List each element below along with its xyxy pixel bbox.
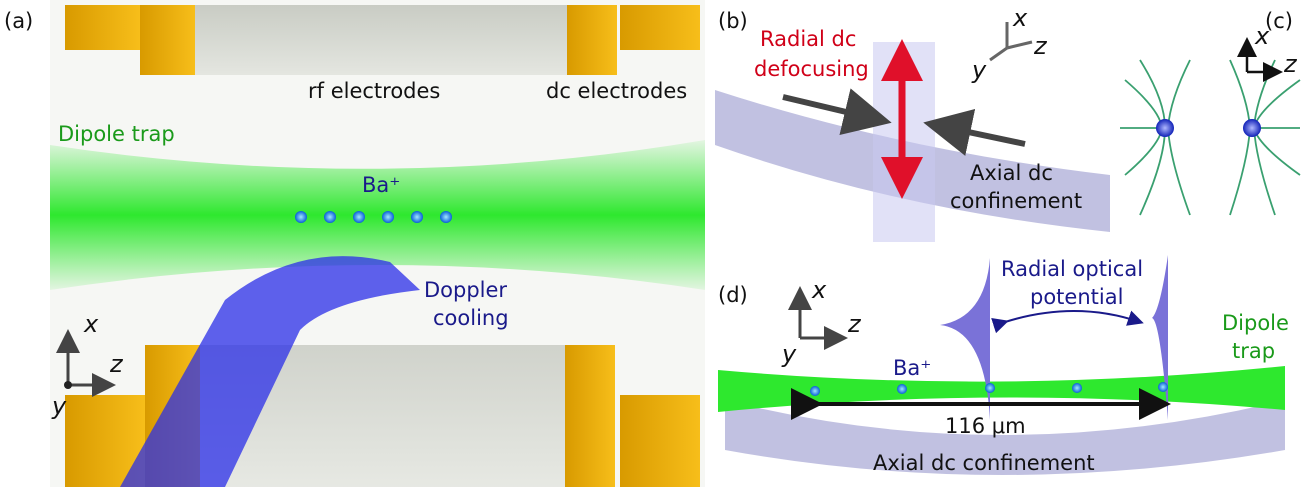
axis-label: y xyxy=(781,340,797,368)
label: Axial dc confinement xyxy=(873,451,1095,475)
label: Ba⁺ xyxy=(893,356,931,380)
panel-label: (d) xyxy=(718,283,748,307)
dc-electrode xyxy=(65,5,140,50)
axis-label: y xyxy=(51,392,67,420)
dc-electrode xyxy=(140,5,195,75)
label: 116 μm xyxy=(945,414,1026,438)
axis-label: x xyxy=(1012,4,1028,32)
axis-origin xyxy=(64,381,72,389)
figure: (a) rf electrodes dc electrodes Dipole t… xyxy=(0,0,1308,487)
dc-electrode xyxy=(620,5,700,50)
rf-electrode xyxy=(195,5,567,75)
panel-c: (c) x z xyxy=(1118,0,1308,245)
label: dc electrodes xyxy=(546,79,687,103)
ion xyxy=(1156,119,1174,137)
axis-label: z xyxy=(847,310,862,338)
panel-label: (a) xyxy=(4,9,33,33)
confine-arrow xyxy=(935,125,1025,144)
axis-label: x xyxy=(83,310,99,338)
ion xyxy=(1243,119,1261,137)
axis-label: z xyxy=(1033,32,1048,60)
label: Dipole trap xyxy=(58,122,175,146)
dc-electrode xyxy=(567,5,617,75)
dc-electrode xyxy=(565,345,615,487)
axis-label: z xyxy=(1283,50,1298,78)
label: rf electrodes xyxy=(308,79,440,103)
dc-electrode xyxy=(620,395,700,487)
axis-label: y xyxy=(971,56,987,84)
axis-label: x xyxy=(811,276,827,304)
axis-label: x xyxy=(1254,22,1270,50)
label: Ba⁺ xyxy=(362,173,400,197)
panel-label: (b) xyxy=(718,9,748,33)
arrow xyxy=(1005,311,1140,322)
axis-label: z xyxy=(109,350,124,378)
background xyxy=(1118,0,1308,245)
panel-a: (a) rf electrodes dc electrodes Dipole t… xyxy=(4,0,705,487)
